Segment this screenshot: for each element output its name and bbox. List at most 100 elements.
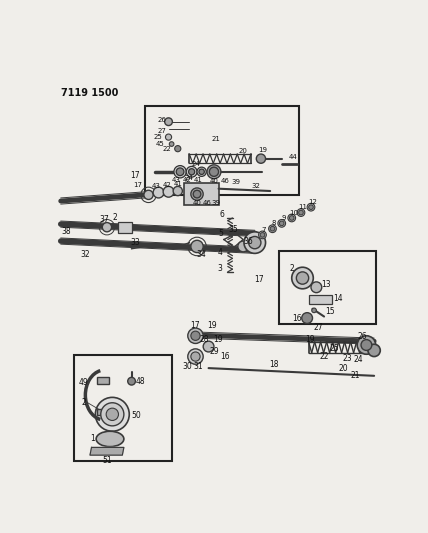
Circle shape [191,352,200,361]
Text: 17: 17 [190,321,200,330]
Text: 17: 17 [254,275,263,284]
Text: 24: 24 [185,175,194,181]
Text: 16: 16 [221,352,230,361]
Text: 38: 38 [61,227,71,236]
Circle shape [128,377,135,385]
Circle shape [191,188,203,200]
Text: 32: 32 [80,251,90,260]
Text: 1: 1 [91,434,95,443]
Circle shape [288,214,296,222]
Text: 14: 14 [333,294,343,303]
Circle shape [279,221,284,225]
Bar [74,355,172,461]
Ellipse shape [96,431,124,447]
Text: 33: 33 [131,238,140,247]
Text: 35: 35 [228,225,238,234]
Text: 51: 51 [102,456,112,465]
Text: 37: 37 [100,215,110,224]
Circle shape [191,240,203,253]
Circle shape [106,408,119,421]
Text: 50: 50 [131,410,141,419]
Text: 19: 19 [208,321,217,330]
Text: 32: 32 [251,183,260,189]
Circle shape [269,225,276,232]
Circle shape [289,216,294,220]
Circle shape [259,231,266,239]
Bar [309,295,332,304]
Text: 40: 40 [210,178,218,184]
Text: 26: 26 [358,332,367,341]
Text: 4: 4 [218,248,223,257]
Text: 2: 2 [112,213,117,222]
Circle shape [278,220,285,227]
Circle shape [312,308,316,313]
Text: 22: 22 [163,146,172,152]
Text: 5: 5 [218,229,223,238]
Circle shape [292,267,313,289]
Circle shape [176,168,184,175]
Text: 36: 36 [244,237,253,246]
Circle shape [173,187,182,196]
Circle shape [193,190,201,198]
Text: 24: 24 [191,161,200,167]
Bar [118,222,131,232]
Circle shape [175,146,181,152]
Text: 20: 20 [239,148,248,154]
Circle shape [186,166,197,177]
Circle shape [297,209,305,216]
Text: 15: 15 [325,308,335,317]
Text: 30: 30 [182,362,192,371]
Text: 26: 26 [158,117,167,123]
Text: 31: 31 [193,362,202,371]
Text: 9: 9 [281,215,285,221]
Text: 18: 18 [269,360,279,369]
Circle shape [153,187,164,198]
Text: 20: 20 [339,364,348,373]
Text: 17: 17 [131,171,140,180]
Text: 43: 43 [152,183,160,189]
Circle shape [203,341,214,352]
Text: 27: 27 [158,128,167,134]
Bar [97,377,109,384]
Text: 6: 6 [220,209,225,219]
Text: 46: 46 [202,199,211,206]
Text: 29: 29 [210,348,220,357]
Text: 7: 7 [262,227,266,232]
Circle shape [299,210,303,215]
Text: 27: 27 [313,323,323,332]
Text: 25: 25 [329,344,339,353]
Text: 19: 19 [306,335,315,344]
Text: 40: 40 [193,199,202,206]
Circle shape [296,272,309,284]
Circle shape [166,134,172,140]
Text: 21: 21 [212,136,221,142]
Circle shape [144,190,153,199]
Text: 25: 25 [154,134,162,140]
Circle shape [169,142,174,147]
Text: 39: 39 [212,200,221,206]
Text: 42: 42 [183,177,191,183]
Text: 49: 49 [79,378,89,387]
Polygon shape [90,447,124,455]
Bar [279,251,376,324]
Text: 39: 39 [232,179,241,185]
Text: 41: 41 [193,177,202,183]
Bar [97,409,109,415]
Circle shape [249,237,261,249]
Circle shape [101,403,124,426]
Circle shape [270,227,275,231]
Text: 28: 28 [200,335,209,344]
Text: 10: 10 [289,209,298,215]
Text: 17: 17 [133,182,142,188]
Text: 2: 2 [81,398,86,407]
Circle shape [307,203,315,211]
Bar [184,183,219,205]
Circle shape [102,223,112,232]
Text: 46: 46 [221,178,230,184]
Text: 19: 19 [258,147,267,153]
Circle shape [197,167,206,176]
Circle shape [188,328,203,343]
Circle shape [238,241,249,252]
Circle shape [309,205,313,209]
Text: 34: 34 [196,251,206,260]
